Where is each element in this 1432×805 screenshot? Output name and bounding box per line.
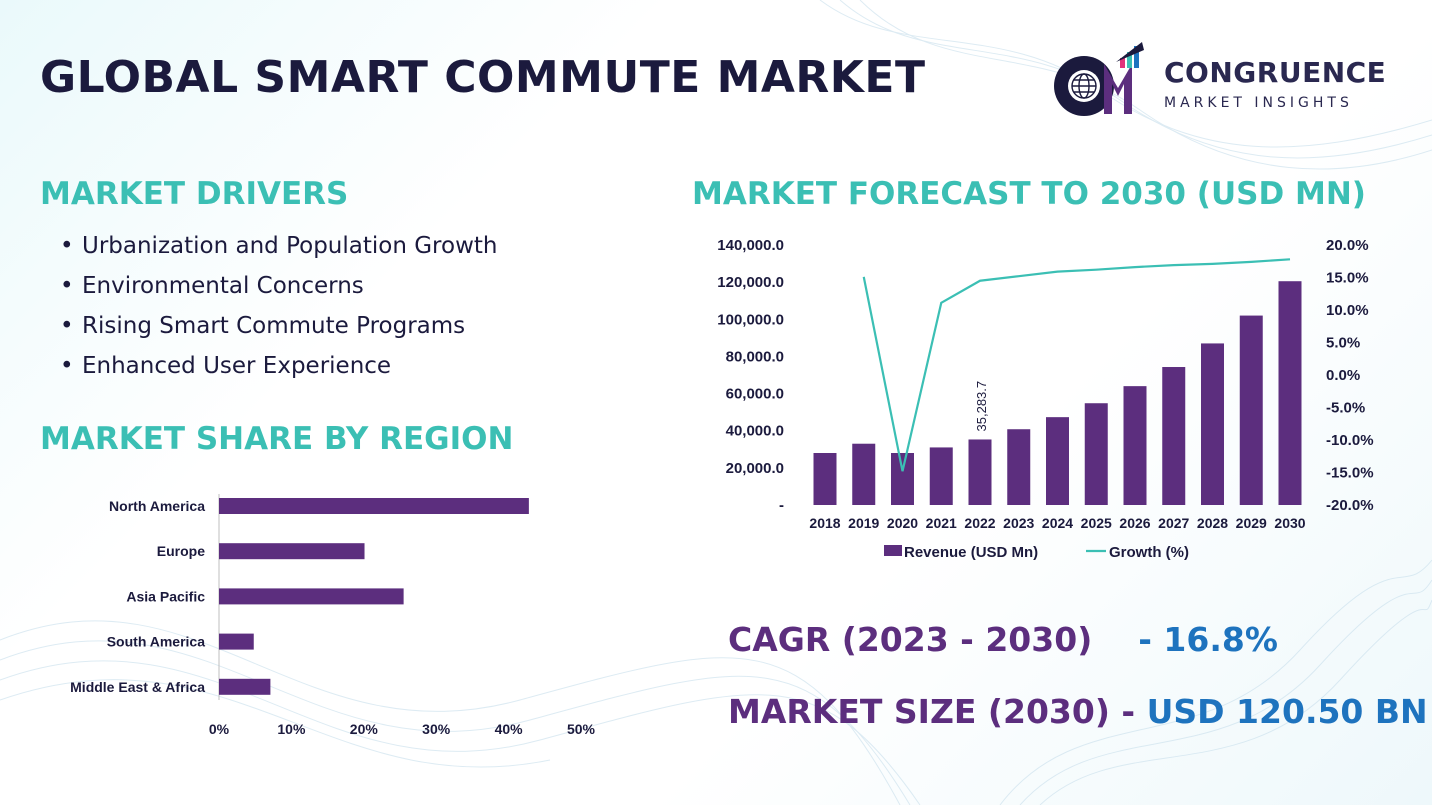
y-right-tick-label: -10.0% <box>1326 432 1374 449</box>
bar <box>219 588 404 605</box>
list-item: • Urbanization and Population Growth <box>60 233 498 259</box>
y-left-tick-label: 80,000.0 <box>726 348 784 365</box>
page-title: GLOBAL SMART COMMUTE MARKET <box>40 52 926 103</box>
y-right-tick-label: 10.0% <box>1326 302 1369 319</box>
x-tick-label: 2027 <box>1158 515 1189 531</box>
region-title: MARKET SHARE BY REGION <box>40 421 514 457</box>
bar <box>219 678 271 695</box>
revenue-bar <box>1123 386 1147 505</box>
y-right-tick-label: 5.0% <box>1326 335 1360 352</box>
y-right-tick-label: -5.0% <box>1326 400 1365 417</box>
x-tick-label: 30% <box>422 721 451 737</box>
x-tick-label: 2018 <box>809 515 840 531</box>
y-left-tick-label: 100,000.0 <box>717 311 784 328</box>
revenue-bar <box>1007 429 1031 505</box>
revenue-bar <box>1162 367 1186 505</box>
list-item: • Enhanced User Experience <box>60 353 392 379</box>
y-tick-label: South America <box>107 634 205 650</box>
cagr-label: CAGR (2023 - 2030) <box>728 620 1093 659</box>
growth-line <box>862 258 1291 472</box>
legend-label-growth: Growth (%) <box>1109 544 1189 561</box>
bar <box>219 633 254 650</box>
logo-mark-icon <box>1054 42 1144 116</box>
x-tick-label: 0% <box>209 721 230 737</box>
forecast-title: MARKET FORECAST TO 2030 (USD MN) <box>692 176 1366 212</box>
revenue-bar <box>929 447 953 505</box>
market-size-value: USD 120.50 BN <box>1146 692 1428 731</box>
legend-swatch-revenue <box>884 545 902 556</box>
cagr-value: - 16.8% <box>1138 620 1278 659</box>
market-size-stat: MARKET SIZE (2030) - USD 120.50 BN <box>728 692 1428 731</box>
y-left-tick-label: 40,000.0 <box>726 423 784 440</box>
x-tick-label: 2022 <box>964 515 995 531</box>
y-tick-label: North America <box>109 498 205 514</box>
x-tick-label: 10% <box>277 721 306 737</box>
y-left-tick-label: - <box>779 497 784 514</box>
y-tick-label: Middle East & Africa <box>70 679 205 695</box>
revenue-bar <box>1046 417 1069 505</box>
logo-subtitle: MARKET INSIGHTS <box>1164 95 1353 111</box>
y-tick-label: Asia Pacific <box>126 588 205 604</box>
revenue-bar <box>968 439 992 505</box>
logo-name: CONGRUENCE <box>1164 56 1387 89</box>
revenue-bar <box>891 453 914 505</box>
bar <box>219 498 529 514</box>
list-item: • Environmental Concerns <box>60 273 364 299</box>
x-tick-label: 2023 <box>1003 515 1034 531</box>
y-left-tick-label: 140,000.0 <box>717 237 784 254</box>
drivers-list: • Urbanization and Population Growth • Env… <box>60 232 497 392</box>
x-tick-label: 2029 <box>1236 515 1267 531</box>
x-tick-label: 2020 <box>887 515 918 531</box>
x-tick-label: 2028 <box>1197 515 1228 531</box>
data-label: 35,283.7 <box>974 381 989 432</box>
cagr-stat: CAGR (2023 - 2030) - 16.8% <box>728 620 1278 659</box>
y-left-tick-label: 20,000.0 <box>726 460 784 477</box>
revenue-bar <box>1084 403 1108 505</box>
y-right-tick-label: 20.0% <box>1326 237 1369 254</box>
y-right-tick-label: 15.0% <box>1326 270 1369 287</box>
y-right-tick-label: -15.0% <box>1326 465 1374 482</box>
y-left-tick-label: 120,000.0 <box>717 274 784 291</box>
x-tick-label: 20% <box>350 721 379 737</box>
market-size-label: MARKET SIZE (2030) - <box>728 692 1136 731</box>
x-tick-label: 2025 <box>1081 515 1112 531</box>
x-tick-label: 50% <box>567 721 596 737</box>
list-item: • Rising Smart Commute Programs <box>60 313 466 339</box>
revenue-bar <box>1239 315 1263 505</box>
revenue-bar <box>1278 281 1302 505</box>
revenue-bar <box>852 443 876 505</box>
x-tick-label: 2030 <box>1274 515 1305 531</box>
y-tick-label: Europe <box>157 543 205 559</box>
x-tick-label: 2026 <box>1119 515 1150 531</box>
revenue-bar <box>813 453 837 505</box>
x-tick-label: 2019 <box>848 515 879 531</box>
x-tick-label: 2024 <box>1042 515 1073 531</box>
bar <box>219 543 365 560</box>
company-logo: CONGRUENCE MARKET INSIGHTS <box>1046 40 1396 118</box>
x-tick-label: 40% <box>495 721 524 737</box>
y-left-tick-label: 60,000.0 <box>726 386 784 403</box>
drivers-title: MARKET DRIVERS <box>40 176 349 212</box>
legend-label-revenue: Revenue (USD Mn) <box>904 544 1038 561</box>
y-right-tick-label: -20.0% <box>1326 497 1374 514</box>
y-right-tick-label: 0.0% <box>1326 367 1360 384</box>
revenue-bar <box>1201 343 1224 505</box>
x-tick-label: 2021 <box>926 515 957 531</box>
